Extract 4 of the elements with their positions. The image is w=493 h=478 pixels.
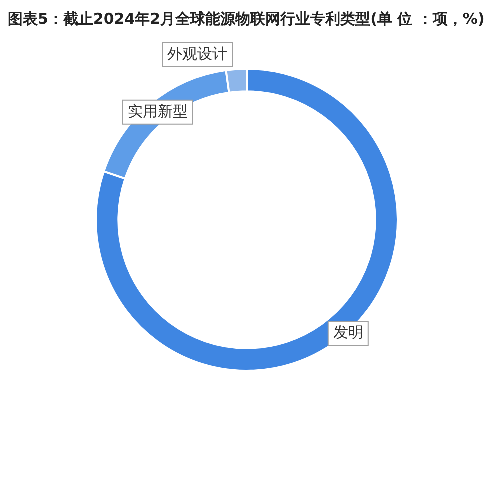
slice-label: 外观设计 [167,44,228,63]
chart-title: 图表5：截止2024年2月全球能源物联网行业专利类型(单 位 ：项，%) [8,9,485,30]
slice-label: 发明 [332,323,363,342]
slice-label: 实用新型 [127,102,188,120]
